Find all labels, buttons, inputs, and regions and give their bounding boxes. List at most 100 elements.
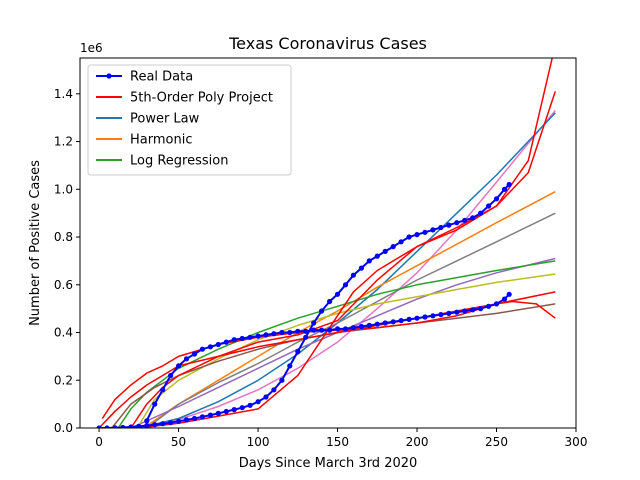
- data-point: [414, 232, 420, 238]
- data-point: [239, 335, 245, 342]
- data-point: [223, 408, 229, 415]
- data-point: [350, 325, 356, 331]
- data-point: [207, 412, 213, 418]
- data-point: [493, 301, 500, 307]
- data-point: [96, 425, 102, 428]
- data-point: [295, 328, 301, 334]
- data-point: [287, 329, 293, 336]
- data-point: [279, 329, 285, 336]
- data-point: [342, 326, 349, 332]
- x-tick-label: 0: [95, 435, 103, 449]
- data-point: [438, 224, 444, 231]
- legend-label: 5th-Order Poly Project: [130, 91, 273, 106]
- data-point: [191, 351, 198, 357]
- data-point: [215, 410, 221, 416]
- data-point: [486, 303, 492, 309]
- data-point: [183, 356, 190, 362]
- data-point: [168, 372, 174, 379]
- data-point: [422, 229, 428, 235]
- data-point: [176, 363, 182, 369]
- y-tick-label: 1.0: [54, 182, 73, 196]
- data-point: [327, 298, 333, 305]
- data-point: [136, 423, 142, 428]
- chart-title: Texas Coronavirus Cases: [228, 34, 427, 53]
- data-point: [112, 425, 118, 428]
- data-point: [501, 186, 508, 192]
- y-tick-label: 0.2: [54, 373, 73, 387]
- series-line-5: [136, 273, 556, 428]
- data-point: [358, 265, 364, 271]
- data-point: [454, 220, 460, 226]
- plot-frame: [79, 57, 577, 429]
- legend-label: Real Data: [130, 70, 193, 85]
- data-point: [350, 272, 356, 278]
- data-point: [160, 387, 166, 393]
- x-tick-label: 200: [406, 435, 429, 449]
- data-point: [374, 321, 380, 327]
- data-point: [176, 418, 182, 424]
- y-tick-label: 0.4: [54, 326, 73, 340]
- data-point: [486, 203, 492, 209]
- legend-box: [87, 64, 292, 176]
- data-point: [470, 215, 476, 221]
- data-point: [207, 344, 213, 350]
- data-point: [406, 316, 412, 322]
- series-line-3: [146, 212, 556, 428]
- series-line-8: [101, 300, 556, 419]
- data-point: [430, 227, 436, 233]
- data-point: [239, 405, 245, 411]
- data-point: [501, 296, 508, 302]
- x-axis-label: Days Since March 3rd 2020: [239, 456, 418, 471]
- data-point: [152, 401, 158, 407]
- y-tick-label: 0.6: [54, 278, 73, 292]
- legend-marker: [106, 73, 112, 79]
- y-tick-label: 0.0: [54, 421, 73, 435]
- data-point: [183, 417, 190, 423]
- y-tick-label: 1.4: [54, 87, 73, 101]
- data-point: [470, 307, 476, 313]
- data-point: [279, 377, 285, 383]
- data-point: [255, 399, 261, 405]
- series-line-2: [143, 191, 556, 428]
- data-point: [144, 423, 150, 428]
- data-point: [493, 196, 500, 202]
- data-point: [231, 337, 237, 343]
- y-scale-label: 1e6: [80, 41, 103, 55]
- data-point: [311, 320, 317, 326]
- data-point: [152, 422, 158, 428]
- data-point: [334, 326, 341, 332]
- legend-label: Power Law: [130, 112, 200, 127]
- data-point: [128, 424, 134, 428]
- data-point: [454, 309, 460, 315]
- data-point: [358, 323, 364, 330]
- data-point: [374, 253, 380, 259]
- data-point: [438, 312, 444, 318]
- data-point: [319, 327, 325, 333]
- data-point: [287, 363, 293, 369]
- data-point: [462, 217, 468, 223]
- data-point: [199, 346, 205, 352]
- legend-label: Log Regression: [130, 154, 228, 169]
- data-point: [430, 313, 436, 319]
- data-point: [478, 210, 484, 216]
- data-point: [191, 415, 198, 422]
- y-axis: 0.0 0.2 0.4 0.6 0.8 1.0 1.2 1.4: [54, 87, 80, 435]
- legend-label: Harmonic: [130, 133, 192, 148]
- x-tick-label: 250: [485, 435, 508, 449]
- data-point: [366, 322, 372, 328]
- data-point: [311, 327, 317, 333]
- x-tick-label: 50: [171, 435, 186, 449]
- series-line-0: [133, 110, 556, 428]
- data-point: [168, 420, 174, 426]
- series-layer: [96, 58, 557, 428]
- data-point: [382, 320, 388, 326]
- data-point: [144, 418, 150, 424]
- data-point: [366, 258, 372, 264]
- data-point: [446, 222, 452, 228]
- data-point: [263, 332, 269, 338]
- data-point: [160, 421, 166, 427]
- y-tick-label: 1.2: [54, 135, 73, 149]
- data-point: [215, 341, 221, 348]
- data-point: [406, 234, 412, 240]
